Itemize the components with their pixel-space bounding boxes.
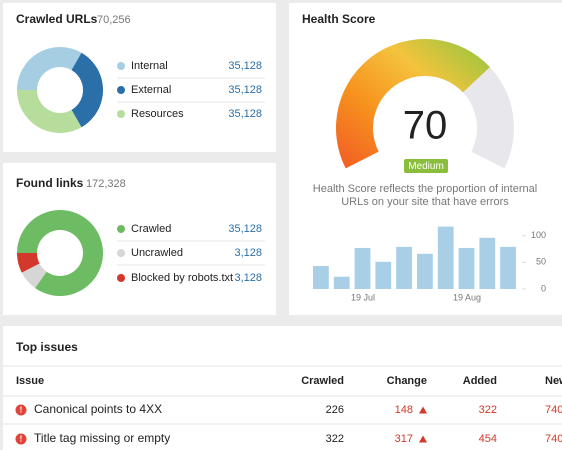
up-arrow (419, 435, 427, 443)
gauge-fill (336, 38, 490, 169)
rating-badge (404, 159, 448, 173)
bar (479, 237, 496, 289)
new: 740 (545, 433, 562, 445)
column-header: Change (387, 375, 427, 387)
legend-label: External (131, 84, 171, 96)
bar (354, 247, 371, 289)
score: 70 (403, 104, 448, 148)
legend-value: 35,128 (228, 223, 262, 235)
legend-label: Resources (131, 108, 184, 120)
new: 740 (545, 404, 562, 416)
legend-dot (117, 249, 125, 257)
legend-dot (117, 62, 125, 70)
error-mark: ! (20, 406, 23, 415)
bar (458, 247, 475, 289)
rating: Medium (408, 161, 444, 172)
description: Health Score reflects the proportion of … (313, 183, 537, 195)
added: 322 (479, 404, 497, 416)
donut-segment (71, 52, 103, 128)
description: URLs on your site that have errors (341, 196, 509, 208)
x-tick-label: 19 Jul (351, 292, 375, 302)
legend-value: 3,128 (234, 272, 262, 284)
total: 172,328 (86, 178, 126, 190)
column-header: Issue (16, 375, 44, 387)
bar (333, 276, 350, 289)
bar (417, 253, 433, 289)
error-icon (15, 433, 27, 445)
legend-dot (117, 86, 125, 94)
issue-name: Title tag missing or empty (34, 431, 170, 445)
y-tick-label: 100 (531, 230, 546, 240)
legend-dot (117, 274, 125, 282)
column-header: New (545, 375, 562, 387)
card-title: Health Score (302, 12, 376, 26)
column-header: Crawled (301, 375, 344, 387)
legend-value: 35,128 (228, 60, 262, 72)
legend-value: 35,128 (228, 108, 262, 120)
legend-label: Internal (131, 60, 168, 72)
bar (313, 266, 329, 289)
total: 70,256 (97, 14, 131, 26)
card-title: Top issues (16, 340, 78, 354)
donut-segment (17, 253, 40, 273)
legend-label: Crawled (131, 223, 171, 235)
change: 317 (395, 433, 413, 445)
crawled: 226 (326, 404, 344, 416)
change: 148 (395, 404, 413, 416)
card-title: Crawled URLs (16, 12, 98, 26)
donut-segment (17, 210, 103, 297)
donut-segment (21, 263, 47, 288)
y-tick-label: 0 (541, 283, 546, 293)
issue-name: Canonical points to 4XX (34, 402, 162, 416)
donut-segment (17, 90, 82, 133)
donut-segment (17, 47, 82, 90)
legend-label: Blocked by robots.txt (131, 272, 233, 284)
bar (437, 226, 454, 289)
bar (375, 261, 392, 289)
issues-card (3, 326, 562, 450)
bar (396, 246, 412, 289)
added: 454 (479, 433, 497, 445)
y-tick-label: 50 (536, 257, 546, 267)
error-mark: ! (20, 435, 23, 444)
card-title: Found links (16, 176, 84, 190)
legend-value: 3,128 (234, 247, 262, 259)
crawled: 322 (326, 433, 344, 445)
error-icon (15, 404, 27, 416)
column-header: Added (463, 375, 497, 387)
legend-dot (117, 225, 125, 233)
legend-label: Uncrawled (131, 247, 183, 259)
x-tick-label: 19 Aug (453, 292, 481, 302)
legend-dot (117, 110, 125, 118)
bar (500, 246, 516, 289)
up-arrow (419, 406, 427, 414)
legend-value: 35,128 (228, 84, 262, 96)
